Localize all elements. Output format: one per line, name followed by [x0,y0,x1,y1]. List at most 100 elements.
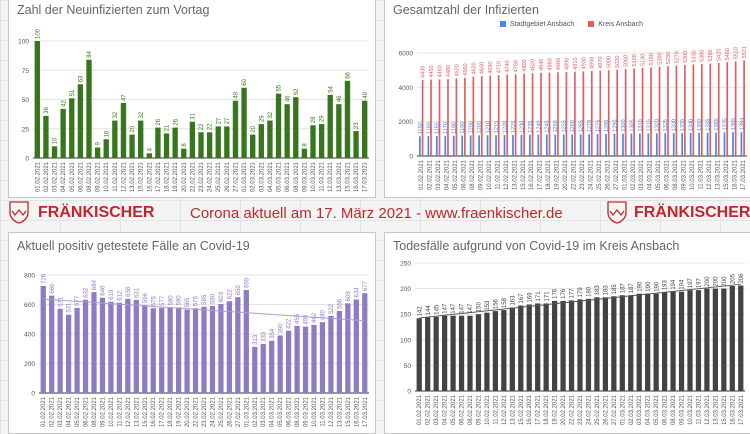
data-label: 480 [321,310,327,321]
x-tick-label: 04.03.2021 [646,394,652,425]
bar [146,153,152,158]
x-tick-label: 08.03.2021 [294,161,300,192]
bar [537,134,540,156]
data-label: 1340 [689,119,695,131]
data-label: 8 [182,143,188,147]
bar [545,134,548,156]
x-tick-label: 03.03.2021 [637,394,643,425]
bar [243,289,249,393]
data-label: 190 [654,281,660,292]
x-tick-label: 24.02.2021 [586,394,592,425]
x-tick-label: 27.02.2021 [612,394,618,425]
chart-title: Aktuell positiv getestete Fälle an Covid… [17,239,250,253]
bar [232,100,239,158]
bar [192,308,199,393]
data-label: 4880 [556,58,562,70]
bar [478,135,480,156]
bar [344,80,351,158]
bar [441,315,448,391]
data-label: 190 [637,281,643,292]
y-tick-label: 4000 [399,85,414,92]
data-label: 577 [160,295,166,306]
x-tick-label: 06.03.2021 [285,161,291,192]
data-label: 5460 [725,48,731,60]
bar [452,135,455,156]
bar [489,75,492,156]
bar [579,134,582,156]
bar [554,134,557,156]
bar [260,343,266,393]
bar [667,66,669,156]
data-label: 726 [41,273,47,284]
data-label: 5200 [657,52,663,64]
bar [108,301,114,393]
bar [695,290,702,391]
bar [738,285,744,391]
bar [103,139,109,158]
data-label: 4450 [429,65,435,77]
bar [277,335,283,393]
legend-swatch [588,21,595,28]
bar [700,63,703,156]
x-tick-label: 17.03.2021 [363,161,369,192]
data-label: 1325 [663,119,669,131]
bar [235,297,241,393]
data-label: 5230 [666,52,672,64]
x-tick-label: 16.02.2021 [147,161,153,192]
data-label: 4820 [531,59,537,71]
y-tick-label: 600 [24,302,35,309]
data-label: 5510 [734,47,740,59]
x-tick-label: 11.02.2021 [493,394,499,424]
bar [77,84,84,158]
data-label: 1250 [553,120,559,132]
data-label: 5100 [632,54,638,66]
x-tick-label: 09.03.2021 [680,394,686,425]
bar [509,307,515,391]
x-tick-label: 09.02.2021 [100,396,106,427]
x-tick-label: 24.02.2021 [210,396,216,427]
data-label: 1200 [469,121,475,133]
x-tick-label: 10.02.2021 [485,394,491,425]
x-tick-label: 08.02.2021 [468,394,474,425]
data-label: 4430 [421,66,427,78]
bar [655,133,658,156]
data-label: 632 [84,287,90,298]
data-label: 577 [75,295,81,306]
x-tick-label: 23.02.2021 [578,394,584,425]
data-label: 200 [705,276,711,287]
x-tick-label: 09.03.2021 [682,159,688,190]
chart-active-cases: 0 200 400 600 800 01.02.2021 02.02.2021 03.02.2… [24,273,369,427]
y-tick-label: 150 [400,312,411,319]
x-tick-label: 13.03.2021 [713,394,719,425]
data-label: 1170 [443,122,449,134]
x-tick-label: 18.02.2021 [165,161,171,192]
x-tick-label: 05.02.2021 [451,394,457,425]
bar [717,62,720,156]
bar [501,310,507,391]
bar [293,97,299,158]
y-tick-label: 0 [409,154,413,161]
data-label: 1335 [680,119,686,131]
data-label: 580 [177,295,183,306]
x-tick-label: 19.02.2021 [177,396,183,427]
bar [267,120,273,158]
bar [613,133,616,156]
data-label: 144 [426,305,432,316]
y-tick-label: 200 [400,286,411,293]
chart-title: Gesamtzahl der Infizierten [393,3,539,17]
x-tick-label: 06.03.2021 [665,159,671,190]
x-tick-label: 12.02.2021 [502,394,508,425]
y-tick-label: 0 [31,391,35,398]
x-tick-label: 13.03.2021 [337,161,343,192]
data-label: 522 [329,303,335,314]
bar [678,291,685,391]
x-tick-label: 17.02.2021 [536,394,542,425]
bar [353,299,359,393]
data-label: 171 [544,291,550,302]
data-label: 5360 [700,50,706,62]
bar [455,78,458,156]
x-tick-label: 11.03.2021 [320,396,326,426]
x-tick-label: 05.03.2021 [656,159,662,190]
headline-link[interactable]: Corona aktuell am 17. März 2021 - www.fr… [190,205,563,222]
bar [658,66,661,156]
